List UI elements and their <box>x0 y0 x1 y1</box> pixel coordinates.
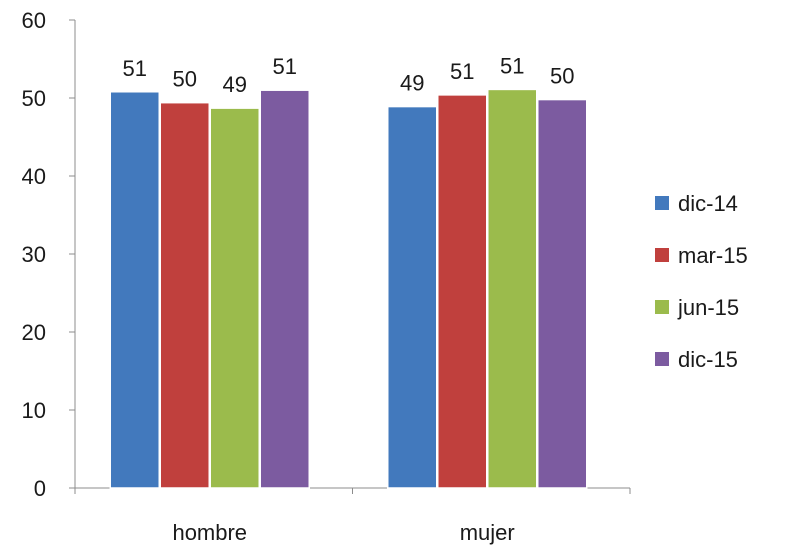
bar-hombre-jun-15 <box>209 107 260 489</box>
bar-mujer-jun-15 <box>487 88 538 489</box>
data-label: 49 <box>223 72 247 97</box>
data-label: 51 <box>450 59 474 84</box>
bars <box>109 88 588 489</box>
y-tick-label: 60 <box>22 8 46 33</box>
data-label: 51 <box>123 56 147 81</box>
y-tick-label: 10 <box>22 398 46 423</box>
x-category-label: hombre <box>172 520 247 545</box>
bar-hombre-dic-15 <box>259 89 310 489</box>
y-tick-label: 40 <box>22 164 46 189</box>
data-label: 50 <box>173 67 197 92</box>
axes: 0 10 20 30 40 50 60 hombre mujer <box>22 8 631 545</box>
legend-label: mar-15 <box>678 243 748 268</box>
legend-swatch <box>655 248 669 262</box>
legend: dic-14 mar-15 jun-15 dic-15 <box>655 191 748 372</box>
data-label: 50 <box>550 64 574 89</box>
legend-label: jun-15 <box>677 295 739 320</box>
y-tick-label: 0 <box>34 476 46 501</box>
data-labels: 51 50 49 51 49 51 51 50 <box>123 53 575 97</box>
bar-hombre-dic-14 <box>109 91 160 489</box>
data-label: 51 <box>273 54 297 79</box>
bar-mujer-dic-15 <box>537 98 588 489</box>
bar-mujer-dic-14 <box>387 105 438 489</box>
bar-hombre-mar-15 <box>159 101 210 489</box>
bar-mujer-mar-15 <box>437 94 488 489</box>
data-label: 49 <box>400 71 424 96</box>
data-label: 51 <box>500 53 524 78</box>
y-tick-label: 30 <box>22 242 46 267</box>
x-category-label: mujer <box>460 520 515 545</box>
legend-label: dic-15 <box>678 347 738 372</box>
legend-label: dic-14 <box>678 191 738 216</box>
y-tick-label: 50 <box>22 86 46 111</box>
legend-swatch <box>655 352 669 366</box>
legend-swatch <box>655 196 669 210</box>
y-tick-label: 20 <box>22 320 46 345</box>
legend-swatch <box>655 300 669 314</box>
